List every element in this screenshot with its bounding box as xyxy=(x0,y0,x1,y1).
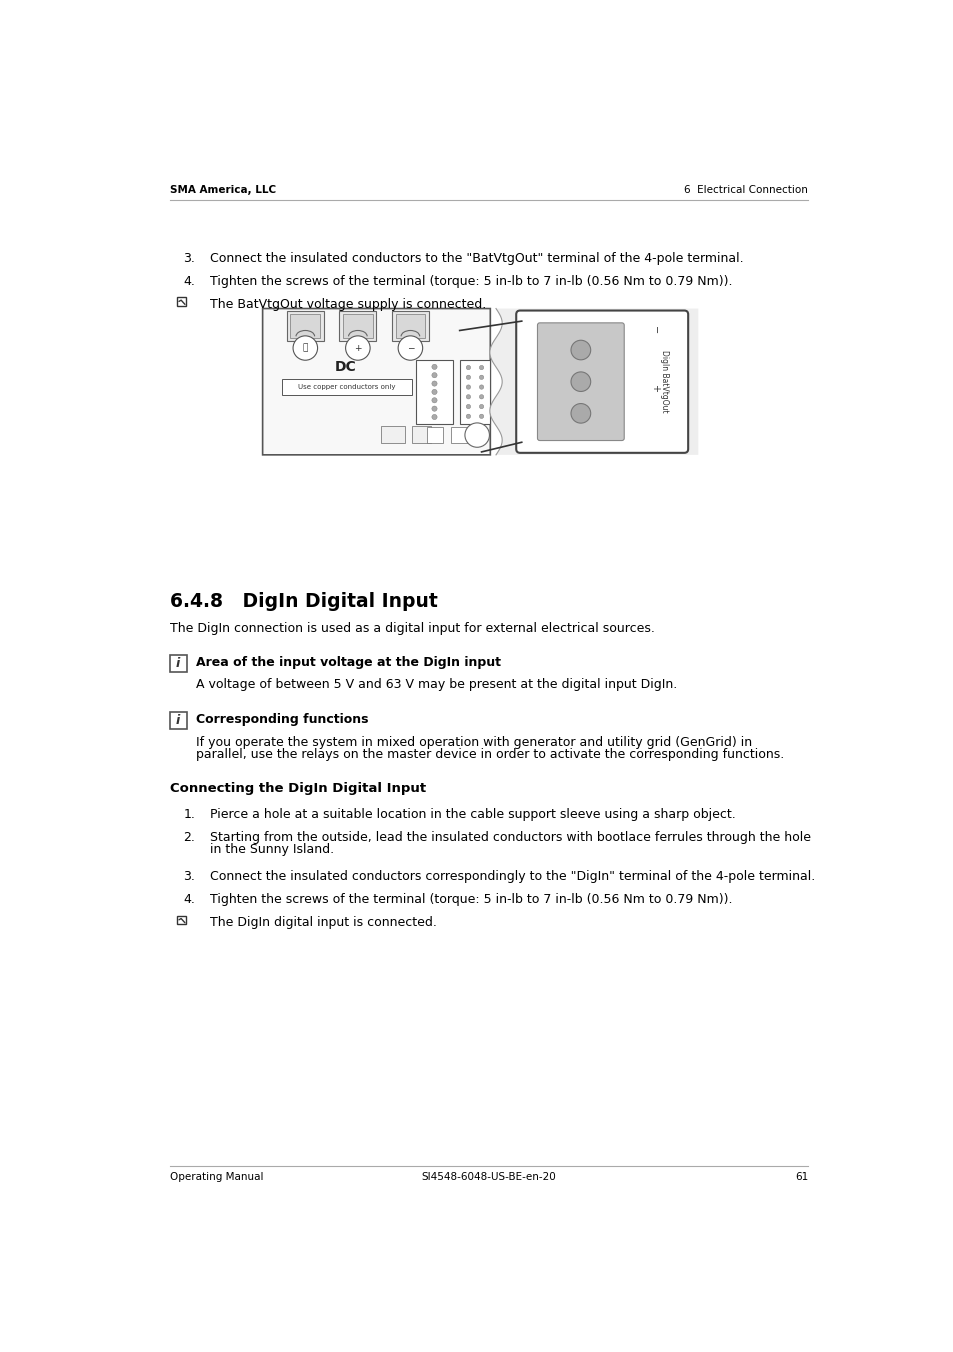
Text: SI4548-6048-US-BE-en-20: SI4548-6048-US-BE-en-20 xyxy=(421,1172,556,1182)
Bar xyxy=(459,360,490,425)
Text: The DigIn digital input is connected.: The DigIn digital input is connected. xyxy=(210,915,436,929)
Circle shape xyxy=(466,365,470,369)
Bar xyxy=(339,311,376,341)
Text: Operating Manual: Operating Manual xyxy=(170,1172,263,1182)
Bar xyxy=(170,713,187,729)
Text: 3.: 3. xyxy=(183,251,195,265)
Text: parallel, use the relays on the master device in order to activate the correspon: parallel, use the relays on the master d… xyxy=(195,748,783,761)
Polygon shape xyxy=(489,308,698,454)
Bar xyxy=(395,315,425,338)
Text: Corresponding functions: Corresponding functions xyxy=(195,714,368,726)
Circle shape xyxy=(466,385,470,389)
Circle shape xyxy=(466,375,470,380)
Circle shape xyxy=(432,364,436,369)
Circle shape xyxy=(345,335,370,360)
Text: in the Sunny Island.: in the Sunny Island. xyxy=(210,842,334,856)
Text: DC: DC xyxy=(335,360,356,375)
Circle shape xyxy=(432,406,436,411)
Text: 6  Electrical Connection: 6 Electrical Connection xyxy=(683,185,807,195)
Text: 4.: 4. xyxy=(183,894,195,906)
Text: 4.: 4. xyxy=(183,274,195,288)
Text: +: + xyxy=(649,384,659,392)
Bar xyxy=(287,311,324,341)
Text: −: − xyxy=(649,326,659,334)
Text: 6.4.8   DigIn Digital Input: 6.4.8 DigIn Digital Input xyxy=(170,592,436,611)
Bar xyxy=(177,915,186,923)
Circle shape xyxy=(466,395,470,399)
Circle shape xyxy=(478,385,483,389)
FancyBboxPatch shape xyxy=(262,308,490,454)
Circle shape xyxy=(432,389,436,395)
Circle shape xyxy=(397,335,422,360)
Text: SMA America, LLC: SMA America, LLC xyxy=(170,185,275,195)
Circle shape xyxy=(571,403,590,423)
Circle shape xyxy=(571,341,590,360)
Text: Tighten the screws of the terminal (torque: 5 in-lb to 7 in-lb (0.56 Nm to 0.79 : Tighten the screws of the terminal (torq… xyxy=(210,274,732,288)
Bar xyxy=(426,427,443,443)
Circle shape xyxy=(432,373,436,377)
Bar xyxy=(451,427,467,443)
Circle shape xyxy=(432,415,436,419)
Text: DigIn BatVtgOut: DigIn BatVtgOut xyxy=(659,350,668,412)
Bar xyxy=(411,426,431,443)
Text: Starting from the outside, lead the insulated conductors with bootlace ferrules : Starting from the outside, lead the insu… xyxy=(210,830,810,844)
Text: Area of the input voltage at the DigIn input: Area of the input voltage at the DigIn i… xyxy=(195,656,500,669)
Circle shape xyxy=(466,414,470,419)
Bar xyxy=(177,297,186,306)
Circle shape xyxy=(293,335,317,360)
Text: ⏚: ⏚ xyxy=(302,343,308,353)
Text: The BatVtgOut voltage supply is connected.: The BatVtgOut voltage supply is connecte… xyxy=(210,297,486,311)
Bar xyxy=(380,426,404,443)
Text: Tighten the screws of the terminal (torque: 5 in-lb to 7 in-lb (0.56 Nm to 0.79 : Tighten the screws of the terminal (torq… xyxy=(210,894,732,906)
Circle shape xyxy=(478,414,483,419)
Circle shape xyxy=(478,395,483,399)
Text: Connecting the DigIn Digital Input: Connecting the DigIn Digital Input xyxy=(170,781,425,795)
Circle shape xyxy=(464,423,489,448)
Bar xyxy=(282,379,411,395)
Bar xyxy=(392,311,429,341)
Text: 61: 61 xyxy=(794,1172,807,1182)
Text: 2.: 2. xyxy=(183,830,195,844)
Circle shape xyxy=(478,365,483,369)
Bar xyxy=(343,315,373,338)
Circle shape xyxy=(478,404,483,408)
Text: i: i xyxy=(175,657,180,669)
FancyBboxPatch shape xyxy=(537,323,623,441)
Text: Use copper conductors only: Use copper conductors only xyxy=(298,384,395,389)
Bar xyxy=(416,360,453,425)
Circle shape xyxy=(432,397,436,403)
Text: Pierce a hole at a suitable location in the cable support sleeve using a sharp o: Pierce a hole at a suitable location in … xyxy=(210,807,735,821)
Circle shape xyxy=(571,372,590,392)
Text: i: i xyxy=(175,714,180,727)
Text: Connect the insulated conductors correspondingly to the "DigIn" terminal of the : Connect the insulated conductors corresp… xyxy=(210,871,814,883)
Circle shape xyxy=(466,404,470,408)
Text: −: − xyxy=(406,343,414,353)
Circle shape xyxy=(478,375,483,380)
Bar xyxy=(170,654,187,672)
Text: The DigIn connection is used as a digital input for external electrical sources.: The DigIn connection is used as a digita… xyxy=(170,622,654,635)
Text: If you operate the system in mixed operation with generator and utility grid (Ge: If you operate the system in mixed opera… xyxy=(195,735,751,749)
Text: 3.: 3. xyxy=(183,871,195,883)
Text: 1.: 1. xyxy=(183,807,195,821)
Text: Connect the insulated conductors to the "BatVtgOut" terminal of the 4-pole termi: Connect the insulated conductors to the … xyxy=(210,251,742,265)
FancyBboxPatch shape xyxy=(516,311,687,453)
Text: A voltage of between 5 V and 63 V may be present at the digital input DigIn.: A voltage of between 5 V and 63 V may be… xyxy=(195,677,677,691)
Text: +: + xyxy=(354,343,361,353)
Bar xyxy=(290,315,320,338)
Circle shape xyxy=(432,381,436,387)
